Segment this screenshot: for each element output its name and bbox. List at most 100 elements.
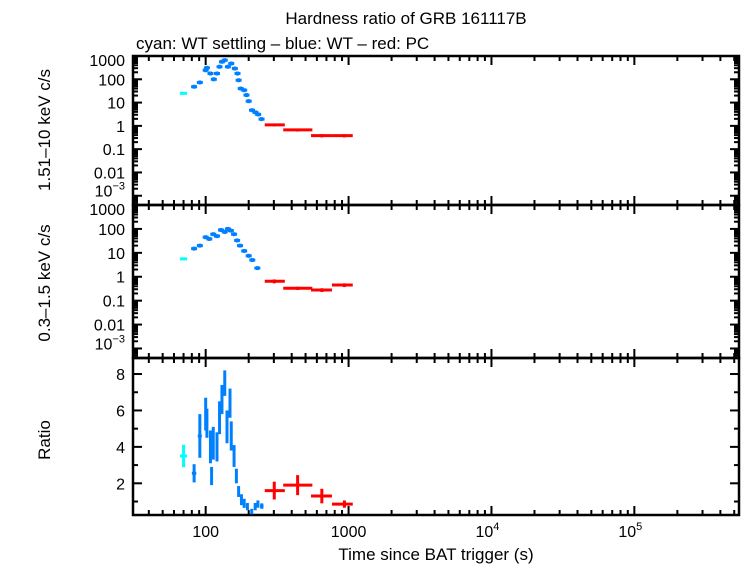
data-point-pc: [283, 286, 313, 290]
data-point-wt: [225, 410, 229, 444]
data-point-wt: [208, 430, 212, 464]
data-point-pc: [331, 500, 353, 508]
data-point-wt: [227, 228, 234, 233]
data-point-wt: [250, 508, 254, 515]
data-point-wt: [213, 234, 220, 239]
y-tick-label: 0.1: [103, 294, 125, 311]
x-tick-label: 105: [618, 521, 642, 541]
data-point-wt: [221, 58, 228, 63]
y-tick-label: 100: [98, 72, 125, 89]
data-point-wt: [254, 266, 261, 271]
data-point-wt: [217, 228, 224, 233]
data-point-wt: [223, 370, 227, 396]
chart-title: Hardness ratio of GRB 161117B: [285, 9, 526, 28]
data-point-wt: [197, 414, 202, 458]
data-point-wt: [253, 502, 257, 511]
data-point-wt: [245, 502, 249, 511]
y-tick-label: 2: [116, 476, 125, 493]
data-point-wt: [215, 432, 219, 462]
data-point-pc: [264, 279, 285, 284]
panel-frame: [131, 54, 741, 207]
data-point-wt: [245, 253, 252, 258]
y-tick-label: 6: [116, 403, 125, 420]
data-point-pc: [311, 488, 332, 504]
data-point-wt: [232, 445, 236, 467]
data-point-wt: [228, 61, 235, 66]
x-tick-label: 100: [192, 524, 219, 541]
y-tick-label: 100: [98, 222, 125, 239]
data-point-wt: [216, 64, 223, 69]
data-point-wt: [221, 229, 228, 234]
y-tick-label: 0.01: [94, 318, 125, 335]
data-point-wt_settling: [179, 444, 187, 468]
data-point-wt: [213, 71, 220, 76]
y-tick-label: 1: [116, 119, 125, 136]
data-point-wt: [241, 248, 248, 253]
y-tick-label: 10: [107, 246, 125, 263]
data-point-wt: [218, 401, 222, 435]
data-point-wt: [239, 494, 243, 506]
data-point-wt: [207, 71, 214, 76]
data-point-wt: [237, 486, 241, 497]
data-point-wt: [203, 65, 210, 70]
data-point-wt: [234, 71, 241, 76]
x-axis-label: Time since BAT trigger (s): [338, 545, 533, 564]
y-tick-label: 1000: [89, 53, 125, 70]
y-tick-label: 1: [116, 270, 125, 287]
data-point-wt: [196, 243, 203, 248]
data-point-wt_settling: [179, 257, 187, 261]
y-tick-label: 0.01: [94, 165, 125, 182]
y-tick-label: 0.1: [103, 142, 125, 159]
data-point-wt: [210, 232, 217, 237]
x-tick-label: 1000: [331, 524, 367, 541]
data-point-pc: [264, 123, 285, 127]
data-point-pc: [311, 288, 332, 293]
y-tick-label: 8: [116, 367, 125, 384]
data-point-pc: [331, 134, 353, 138]
y-axis-label-ratio: Ratio: [35, 420, 54, 460]
data-point-pc: [283, 475, 313, 496]
data-point-pc: [311, 134, 332, 138]
data-point-wt: [256, 500, 260, 508]
data-point-wt: [234, 468, 238, 484]
data-point-wt_settling: [179, 91, 187, 95]
data-point-wt: [245, 99, 252, 104]
panel-frame: [131, 356, 741, 517]
data-point-wt: [249, 108, 256, 113]
data-point-wt: [191, 464, 197, 483]
data-point-wt: [210, 77, 217, 82]
data-point-wt: [241, 88, 248, 93]
data-point-wt: [210, 466, 214, 486]
data-point-wt: [235, 78, 242, 83]
data-point-pc: [283, 128, 313, 132]
data-point-wt: [237, 243, 244, 248]
data-point-wt: [255, 112, 262, 117]
data-point-wt: [229, 421, 233, 451]
y-tick-label: 10−3: [95, 333, 125, 353]
data-point-wt: [260, 503, 264, 509]
panel-frame: [131, 203, 741, 360]
data-point-wt: [234, 238, 241, 243]
y-tick-label: 10: [107, 96, 125, 113]
y-tick-label: 4: [116, 440, 125, 457]
data-point-pc: [264, 481, 285, 500]
y-tick-label: 1000: [89, 202, 125, 219]
y-axis-label-hard: 1.51–10 keV c/s: [35, 69, 54, 191]
data-point-wt: [258, 117, 265, 122]
data-point-wt: [231, 66, 238, 71]
x-tick-label: 104: [475, 521, 499, 541]
data-point-wt: [202, 235, 209, 240]
data-point-wt: [205, 408, 209, 438]
data-point-wt: [220, 384, 224, 415]
chart-subtitle: cyan: WT settling – blue: WT – red: PC: [136, 34, 429, 53]
data-point-wt: [224, 64, 231, 69]
data-point-wt: [243, 93, 250, 98]
y-axis-label-soft: 0.3–1.5 keV c/s: [35, 224, 54, 341]
data-point-wt: [196, 80, 203, 85]
data-point-wt: [206, 236, 213, 241]
data-point-wt: [228, 388, 232, 418]
data-point-pc: [331, 283, 353, 288]
data-point-wt: [191, 246, 198, 251]
data-point-wt: [211, 426, 215, 460]
